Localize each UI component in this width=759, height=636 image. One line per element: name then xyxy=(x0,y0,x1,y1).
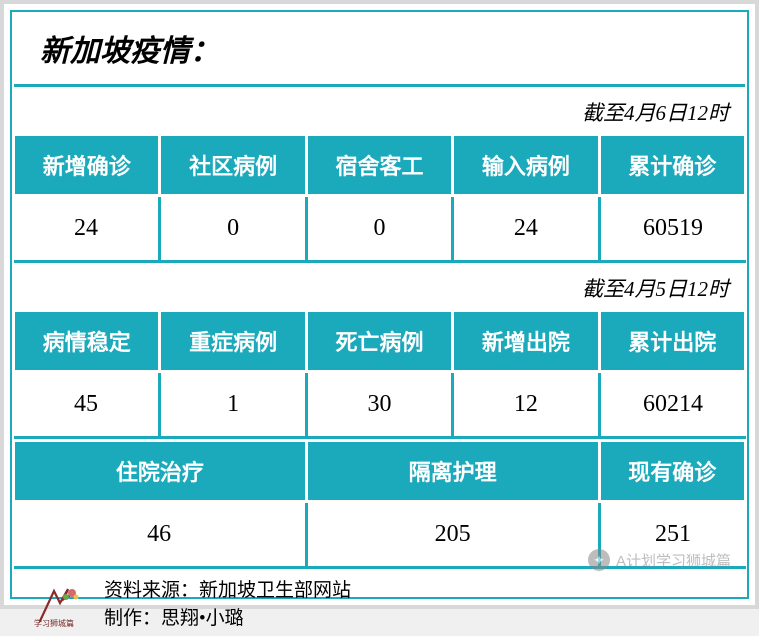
col-header: 现有确诊 xyxy=(599,441,745,502)
col-header: 输入病例 xyxy=(453,135,599,196)
inner-frame: 新加坡疫情： 截至4月6日12时 新增确诊 社区病例 宿舍客工 输入病例 累计确… xyxy=(10,10,749,599)
data-cell: 24 xyxy=(14,196,160,262)
data-cell: 60519 xyxy=(599,196,745,262)
col-header: 累计出院 xyxy=(599,311,745,372)
col-header: 社区病例 xyxy=(160,135,306,196)
wechat-icon: ✦ xyxy=(588,549,610,571)
col-header: 病情稳定 xyxy=(14,311,160,372)
table-section-2: 病情稳定 重症病例 死亡病例 新增出院 累计出院 45 1 30 12 6021… xyxy=(12,309,747,439)
col-header: 新增确诊 xyxy=(14,135,160,196)
outer-frame: 新加坡疫情： 截至4月6日12时 新增确诊 社区病例 宿舍客工 输入病例 累计确… xyxy=(0,0,759,609)
col-header: 死亡病例 xyxy=(306,311,452,372)
maker-label: 制作： xyxy=(104,608,161,629)
source-label: 资料来源： xyxy=(104,580,199,601)
table-data-row: 24 0 0 24 60519 xyxy=(14,196,746,262)
data-cell: 45 xyxy=(14,372,160,438)
data-cell: 30 xyxy=(306,372,452,438)
data-cell: 0 xyxy=(306,196,452,262)
footer-text: 资料来源：新加坡卫生部网站 制作：思翔•小璐 xyxy=(104,577,351,632)
col-header: 新增出院 xyxy=(453,311,599,372)
data-cell: 24 xyxy=(453,196,599,262)
watermark-text: A计划学习狮城篇 xyxy=(616,550,731,571)
table-header-row: 住院治疗 隔离护理 现有确诊 xyxy=(14,441,746,502)
col-header: 宿舍客工 xyxy=(306,135,452,196)
table-section-1: 新增确诊 社区病例 宿舍客工 输入病例 累计确诊 24 0 0 24 60519 xyxy=(12,133,747,263)
source-value: 新加坡卫生部网站 xyxy=(199,580,351,601)
footer: 学习狮城篇 资料来源：新加坡卫生部网站 制作：思翔•小璐 xyxy=(12,569,747,636)
data-cell: 60214 xyxy=(599,372,745,438)
col-header: 住院治疗 xyxy=(14,441,307,502)
logo-caption: 学习狮城篇 xyxy=(34,618,74,629)
timestamp-2: 截至4月5日12时 xyxy=(12,263,747,309)
watermark: ✦ A计划学习狮城篇 xyxy=(588,549,731,571)
table-data-row: 45 1 30 12 60214 xyxy=(14,372,746,438)
timestamp-1: 截至4月6日12时 xyxy=(12,87,747,133)
data-cell: 205 xyxy=(306,502,599,568)
maker-value: 思翔•小璐 xyxy=(161,608,244,629)
data-cell: 12 xyxy=(453,372,599,438)
col-header: 隔离护理 xyxy=(306,441,599,502)
data-cell: 0 xyxy=(160,196,306,262)
col-header: 重症病例 xyxy=(160,311,306,372)
logo-icon: 学习狮城篇 xyxy=(34,583,90,627)
page-title: 新加坡疫情： xyxy=(12,12,747,84)
table-header-row: 病情稳定 重症病例 死亡病例 新增出院 累计出院 xyxy=(14,311,746,372)
data-cell: 1 xyxy=(160,372,306,438)
table-header-row: 新增确诊 社区病例 宿舍客工 输入病例 累计确诊 xyxy=(14,135,746,196)
col-header: 累计确诊 xyxy=(599,135,745,196)
data-cell: 46 xyxy=(14,502,307,568)
